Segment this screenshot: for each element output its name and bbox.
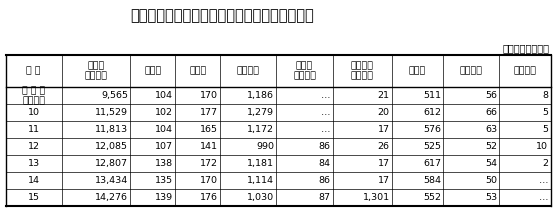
Text: 5: 5 — [542, 108, 548, 117]
Text: 17: 17 — [378, 176, 390, 185]
Text: 584: 584 — [423, 176, 441, 185]
Text: 11,529: 11,529 — [95, 108, 128, 117]
Text: 9,565: 9,565 — [101, 91, 128, 100]
Text: 525: 525 — [423, 142, 441, 151]
Text: 1,114: 1,114 — [248, 176, 274, 185]
Text: 576: 576 — [423, 125, 441, 134]
Text: 53: 53 — [485, 193, 497, 202]
Text: 617: 617 — [423, 159, 441, 168]
Text: 2: 2 — [542, 159, 548, 168]
Text: 5: 5 — [542, 125, 548, 134]
Text: 区 分: 区 分 — [27, 67, 41, 76]
Text: 中　等
教育学校: 中 等 教育学校 — [293, 61, 316, 81]
Text: 104: 104 — [155, 125, 173, 134]
Text: 135: 135 — [155, 176, 173, 185]
Text: 8: 8 — [542, 91, 548, 100]
Text: 56: 56 — [485, 91, 497, 100]
Text: 107: 107 — [155, 142, 173, 151]
Text: 141: 141 — [200, 142, 218, 151]
Text: 盲・聾・
養護学校: 盲・聾・ 養護学校 — [351, 61, 374, 81]
Text: 表２５　国立の高等専門学校等の授業料等収入: 表２５ 国立の高等専門学校等の授業料等収入 — [130, 8, 314, 23]
Text: 14: 14 — [28, 176, 39, 185]
Text: 14,276: 14,276 — [95, 193, 128, 202]
Text: 12: 12 — [28, 142, 39, 151]
Text: …: … — [321, 108, 330, 117]
Text: 511: 511 — [423, 91, 441, 100]
Text: 170: 170 — [200, 91, 218, 100]
Text: 平 成 ５
会計年度: 平 成 ５ 会計年度 — [22, 86, 46, 106]
Text: 1,301: 1,301 — [362, 193, 390, 202]
Text: …: … — [321, 125, 330, 134]
Text: 11: 11 — [28, 125, 39, 134]
Text: 小学校: 小学校 — [144, 67, 162, 76]
Text: 17: 17 — [378, 159, 390, 168]
Text: 165: 165 — [200, 125, 218, 134]
Text: 990: 990 — [256, 142, 274, 151]
Text: 139: 139 — [155, 193, 173, 202]
Text: …: … — [539, 193, 548, 202]
Text: 86: 86 — [319, 142, 330, 151]
Text: 10: 10 — [28, 108, 39, 117]
Text: 172: 172 — [200, 159, 218, 168]
Text: …: … — [321, 91, 330, 100]
Text: 17: 17 — [378, 125, 390, 134]
Text: 1,030: 1,030 — [247, 193, 274, 202]
Text: 高　等
専門学校: 高 等 専門学校 — [84, 61, 108, 81]
Text: 52: 52 — [485, 142, 497, 151]
Text: 50: 50 — [485, 176, 497, 185]
Text: 26: 26 — [378, 142, 390, 151]
Text: …: … — [539, 176, 548, 185]
Text: 21: 21 — [378, 91, 390, 100]
Text: 幼稚園: 幼稚園 — [409, 67, 426, 76]
Text: 54: 54 — [485, 159, 497, 168]
Text: 104: 104 — [155, 91, 173, 100]
Text: 15: 15 — [28, 193, 39, 202]
Text: 13: 13 — [28, 159, 40, 168]
Text: 170: 170 — [200, 176, 218, 185]
Text: 12,085: 12,085 — [95, 142, 128, 151]
Text: 1,279: 1,279 — [248, 108, 274, 117]
Text: 専修学校: 専修学校 — [460, 67, 483, 76]
Text: 各種学校: 各種学校 — [513, 67, 537, 76]
Text: 66: 66 — [485, 108, 497, 117]
Text: 高等学校: 高等学校 — [237, 67, 260, 76]
Text: （単位　百万円）: （単位 百万円） — [502, 43, 549, 53]
Text: 84: 84 — [319, 159, 330, 168]
Text: 86: 86 — [319, 176, 330, 185]
Text: 13,434: 13,434 — [95, 176, 128, 185]
Text: 11,813: 11,813 — [95, 125, 128, 134]
Text: 63: 63 — [485, 125, 497, 134]
Text: 1,172: 1,172 — [248, 125, 274, 134]
Text: 1,186: 1,186 — [248, 91, 274, 100]
Text: 612: 612 — [423, 108, 441, 117]
Text: 87: 87 — [319, 193, 330, 202]
Text: 102: 102 — [155, 108, 173, 117]
Text: 552: 552 — [423, 193, 441, 202]
Text: 176: 176 — [200, 193, 218, 202]
Text: 中学校: 中学校 — [189, 67, 206, 76]
Text: 177: 177 — [200, 108, 218, 117]
Text: 10: 10 — [536, 142, 548, 151]
Text: 138: 138 — [155, 159, 173, 168]
Text: 20: 20 — [378, 108, 390, 117]
Text: 12,807: 12,807 — [95, 159, 128, 168]
Text: 1,181: 1,181 — [248, 159, 274, 168]
